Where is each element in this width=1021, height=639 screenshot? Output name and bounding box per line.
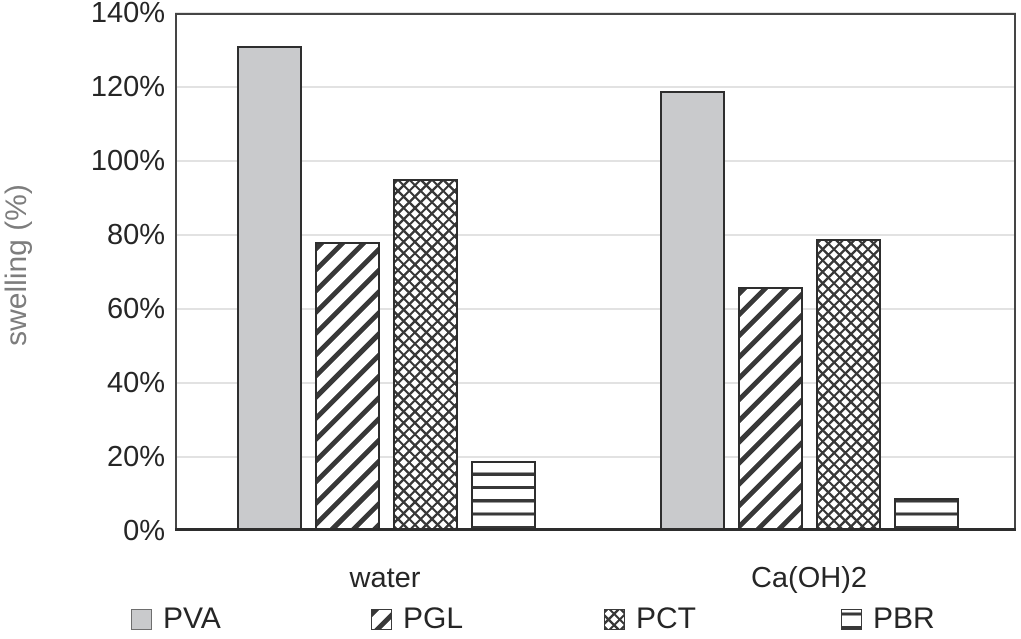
gridline-80: [175, 234, 1016, 236]
y-tick-label-40%: 40%: [106, 367, 165, 399]
legend-label-PBR: PBR: [873, 602, 935, 635]
gridline-60: [175, 308, 1016, 310]
bar-Ca(OH)2-PCT: [816, 239, 881, 531]
legend-label-PVA: PVA: [163, 602, 221, 635]
legend-item-PBR: PBR: [841, 602, 935, 635]
bar-water-PGL: [315, 242, 380, 531]
legend-swatch-PGL: [371, 608, 392, 630]
plot-area: [175, 12, 1016, 531]
legend-item-PGL: PGL: [371, 602, 464, 635]
plot-border-top: [175, 13, 1016, 15]
x-category-label-water: water: [349, 562, 421, 594]
gridline-120: [175, 86, 1016, 88]
legend-swatch-PBR: [841, 608, 862, 630]
legend-swatch-PVA: [131, 608, 152, 630]
x-category-label-Ca(OH)2: Ca(OH)2: [750, 562, 867, 594]
bar-Ca(OH)2-PGL: [738, 287, 803, 531]
bar-water-PCT: [393, 179, 458, 531]
bar-Ca(OH)2-PBR: [894, 498, 959, 531]
y-tick-label-120%: 120%: [90, 71, 165, 103]
gridline-100: [175, 160, 1016, 162]
y-tick-label-60%: 60%: [106, 293, 165, 325]
bar-water-PBR: [471, 461, 536, 531]
plot-border-right: [1014, 13, 1016, 531]
gridline-20: [175, 456, 1016, 458]
legend-label-PGL: PGL: [403, 602, 464, 635]
legend-item-PCT: PCT: [604, 602, 696, 635]
y-tick-label-80%: 80%: [106, 219, 165, 251]
bar-water-PVA: [237, 46, 302, 531]
legend-label-PCT: PCT: [636, 602, 696, 635]
legend-swatch-PCT: [604, 608, 625, 630]
y-tick-label-0%: 0%: [123, 515, 165, 547]
y-tick-label-20%: 20%: [106, 441, 165, 473]
bar-Ca(OH)2-PVA: [660, 91, 725, 531]
x-axis-line: [175, 528, 1016, 531]
legend-item-PVA: PVA: [131, 602, 221, 635]
y-tick-label-140%: 140%: [90, 0, 165, 29]
gridline-40: [175, 382, 1016, 384]
y-axis-line: [175, 13, 177, 531]
y-tick-label-100%: 100%: [90, 145, 165, 177]
